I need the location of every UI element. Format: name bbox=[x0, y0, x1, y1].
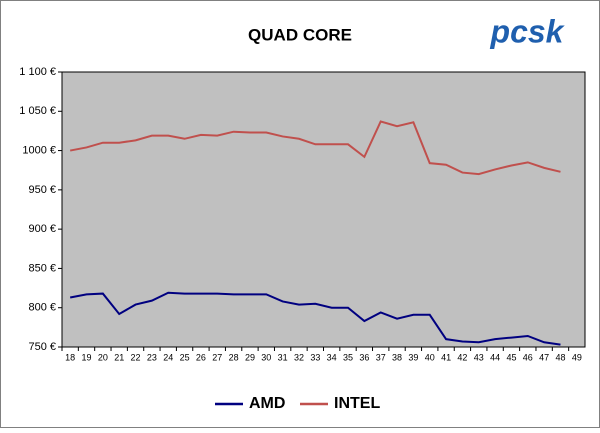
x-tick-label: 46 bbox=[523, 352, 533, 362]
x-tick-label: 31 bbox=[278, 352, 288, 362]
x-tick-label: 32 bbox=[294, 352, 304, 362]
y-tick-label: 800 € bbox=[28, 302, 56, 314]
x-tick-label: 26 bbox=[196, 352, 206, 362]
y-tick-label: 900 € bbox=[28, 223, 56, 235]
x-tick-label: 38 bbox=[392, 352, 402, 362]
x-tick-label: 27 bbox=[212, 352, 222, 362]
series-line bbox=[69, 120, 561, 176]
x-tick-label: 40 bbox=[425, 352, 435, 362]
x-tick-label: 22 bbox=[131, 352, 141, 362]
y-tick-label: 1 100 € bbox=[19, 66, 56, 78]
x-tick-label: 21 bbox=[114, 352, 124, 362]
legend-label: AMD bbox=[249, 395, 285, 412]
x-tick-label: 44 bbox=[490, 352, 500, 362]
x-tick-label: 23 bbox=[147, 352, 157, 362]
x-tick-label: 37 bbox=[376, 352, 386, 362]
logo: pcsk bbox=[490, 13, 566, 49]
y-tick-label: 750 € bbox=[28, 341, 56, 353]
x-tick-label: 47 bbox=[539, 352, 549, 362]
y-tick-label: 950 € bbox=[28, 184, 56, 196]
x-tick-label: 36 bbox=[359, 352, 369, 362]
x-tick-label: 41 bbox=[441, 352, 451, 362]
x-tick-label: 39 bbox=[408, 352, 418, 362]
chart-title: QUAD CORE bbox=[248, 25, 352, 44]
y-tick-label: 850 € bbox=[28, 262, 56, 274]
x-tick-label: 34 bbox=[327, 352, 337, 362]
x-tick-label: 35 bbox=[343, 352, 353, 362]
x-tick-label: 49 bbox=[572, 352, 582, 362]
x-tick-label: 48 bbox=[555, 352, 565, 362]
x-tick-label: 24 bbox=[163, 352, 173, 362]
series-line bbox=[69, 291, 561, 346]
x-tick-label: 43 bbox=[474, 352, 484, 362]
x-tick-label: 29 bbox=[245, 352, 255, 362]
x-tick-label: 33 bbox=[310, 352, 320, 362]
legend-label: INTEL bbox=[334, 395, 380, 412]
x-tick-label: 19 bbox=[82, 352, 92, 362]
x-tick-label: 25 bbox=[180, 352, 190, 362]
y-tick-label: 1 050 € bbox=[19, 105, 56, 117]
x-tick-label: 28 bbox=[229, 352, 239, 362]
x-tick-label: 30 bbox=[261, 352, 271, 362]
x-tick-label: 45 bbox=[506, 352, 516, 362]
x-tick-label: 18 bbox=[65, 352, 75, 362]
y-tick-label: 1000 € bbox=[22, 144, 56, 156]
x-tick-label: 20 bbox=[98, 352, 108, 362]
x-tick-label: 42 bbox=[457, 352, 467, 362]
